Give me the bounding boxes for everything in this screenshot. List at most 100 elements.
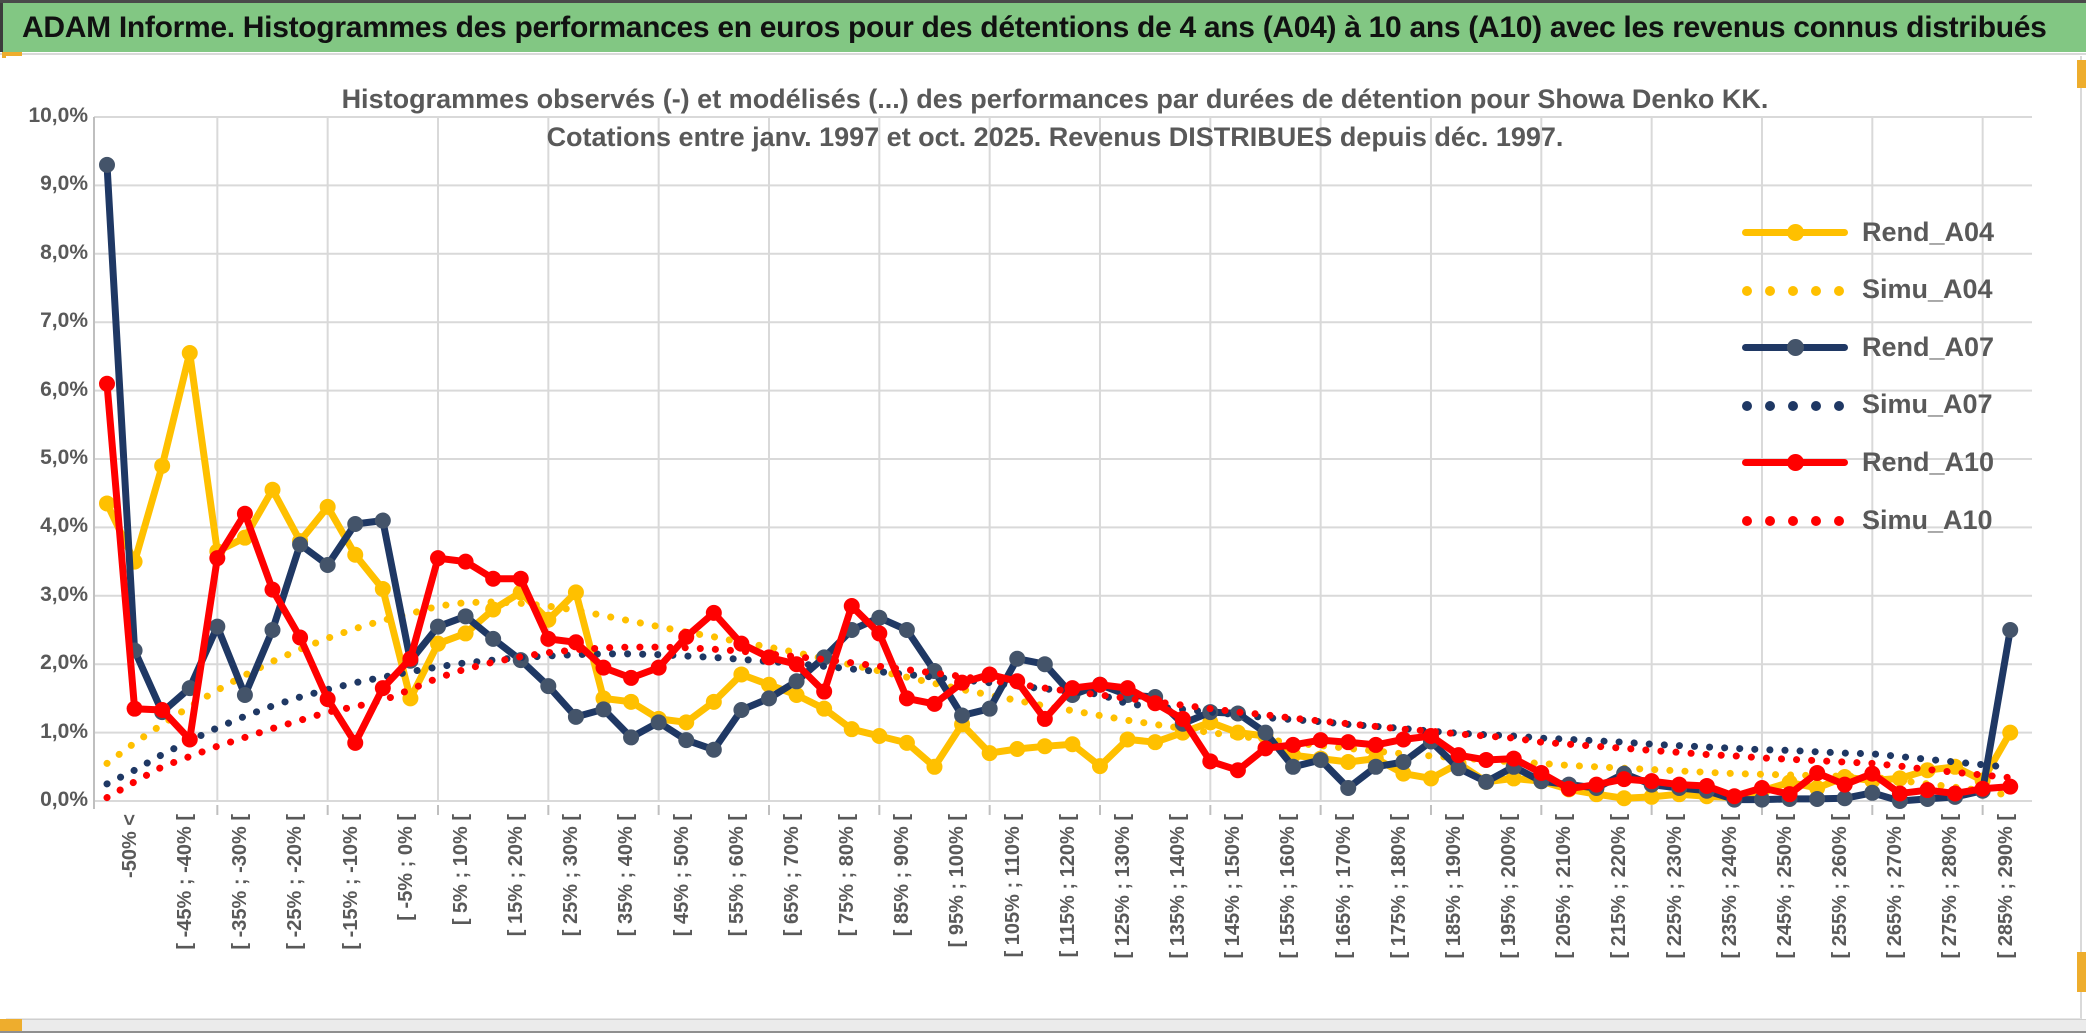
x-tick-label-30: [ 95% ; 100% [ xyxy=(946,814,969,948)
bottom-scrollbar-strip[interactable] xyxy=(0,1019,2086,1032)
x-tick-label-16: [ 25% ; 30% [ xyxy=(560,814,583,937)
marker-rend_a04-19 xyxy=(623,693,640,710)
gold-accent-dash xyxy=(2,52,22,58)
marker-rend_a10-16 xyxy=(540,630,557,647)
marker-rend_a10-12 xyxy=(429,550,446,567)
series-simu_a07[interactable] xyxy=(103,650,2014,788)
chart-title-line2: Cotations entre janv. 1997 et oct. 2025.… xyxy=(546,122,1564,152)
y-tick-label-4,0%: 4,0% xyxy=(40,514,88,538)
marker-rend_a04-30 xyxy=(926,758,943,775)
legend-solid-line-icon xyxy=(1742,337,1848,357)
y-tick-label-9,0%: 9,0% xyxy=(40,172,88,196)
x-tick-label-20: [ 45% ; 50% [ xyxy=(670,814,693,937)
legend-dotted-line-icon xyxy=(1742,280,1848,300)
marker-rend_a04-48 xyxy=(1422,770,1439,787)
marker-rend_a07-42 xyxy=(1257,724,1274,741)
marker-rend_a07-21 xyxy=(678,732,695,749)
marker-rend_a07-50 xyxy=(1478,773,1495,790)
x-tick-label-50: [ 195% ; 200% [ xyxy=(1498,814,1521,959)
legend-label-simu_a04: Simu_A04 xyxy=(1862,274,1993,305)
marker-rend_a07-69 xyxy=(2002,622,2019,638)
marker-rend_a10-2 xyxy=(154,702,171,719)
marker-rend_a10-58 xyxy=(1698,777,1715,794)
marker-rend_a10-6 xyxy=(264,581,281,598)
marker-rend_a10-42 xyxy=(1257,740,1274,757)
series-simu_a10[interactable] xyxy=(103,643,2014,802)
x-tick-label-58: [ 235% ; 240% [ xyxy=(1718,814,1741,959)
chart-area[interactable] xyxy=(6,56,2082,1019)
marker-rend_a10-22 xyxy=(705,604,722,621)
marker-rend_a04-66 xyxy=(1919,762,1936,779)
series-rend_a10[interactable] xyxy=(99,375,2019,805)
legend-item-rend_a04[interactable]: Rend_A04 xyxy=(1742,208,1994,256)
marker-rend_a10-11 xyxy=(402,650,419,667)
marker-rend_a07-12 xyxy=(429,618,446,635)
x-tick-label-18: [ 35% ; 40% [ xyxy=(615,814,638,937)
marker-rend_a04-21 xyxy=(678,714,695,731)
marker-rend_a10-5 xyxy=(236,505,253,522)
banner-left-border xyxy=(0,3,3,52)
marker-rend_a07-47 xyxy=(1395,754,1412,771)
marker-rend_a10-34 xyxy=(1036,710,1053,727)
marker-rend_a10-10 xyxy=(374,680,391,697)
marker-rend_a07-10 xyxy=(374,512,391,529)
marker-rend_a07-62 xyxy=(1809,790,1826,807)
marker-rend_a10-19 xyxy=(623,669,640,686)
x-tick-label-60: [ 245% ; 250% [ xyxy=(1773,814,1796,959)
marker-rend_a04-10 xyxy=(374,580,391,597)
marker-rend_a04-26 xyxy=(816,700,833,717)
marker-rend_a07-60 xyxy=(1753,791,1770,808)
x-tick-label-44: [ 165% ; 170% [ xyxy=(1332,814,1355,959)
marker-rend_a07-14 xyxy=(485,630,502,647)
marker-rend_a04-36 xyxy=(1091,758,1108,775)
marker-rend_a10-26 xyxy=(816,683,833,700)
y-tick-label-8,0%: 8,0% xyxy=(40,240,88,264)
marker-rend_a04-9 xyxy=(347,546,364,563)
x-tick-label-10: [ -5% ; 0% [ xyxy=(394,814,417,921)
marker-rend_a10-27 xyxy=(843,598,860,615)
legend-item-rend_a10[interactable]: Rend_A10 xyxy=(1742,438,1994,486)
marker-rend_a04-56 xyxy=(1643,788,1660,805)
x-tick-label-46: [ 175% ; 180% [ xyxy=(1387,814,1410,959)
legend-item-rend_a07[interactable]: Rend_A07 xyxy=(1742,323,1994,371)
marker-rend_a04-34 xyxy=(1036,738,1053,755)
marker-rend_a10-43 xyxy=(1285,736,1302,753)
x-tick-label-26: [ 75% ; 80% [ xyxy=(836,814,859,937)
legend-label-simu_a07: Simu_A07 xyxy=(1862,389,1993,420)
marker-rend_a04-24 xyxy=(760,676,777,693)
legend-item-simu_a10[interactable]: Simu_A10 xyxy=(1742,496,1993,544)
marker-rend_a07-31 xyxy=(954,707,971,724)
marker-rend_a04-38 xyxy=(1147,734,1164,751)
x-tick-label-48: [ 185% ; 190% [ xyxy=(1442,814,1465,959)
marker-rend_a10-30 xyxy=(926,695,943,712)
marker-rend_a07-8 xyxy=(319,557,336,574)
marker-rend_a10-0 xyxy=(99,375,115,392)
marker-rend_a10-4 xyxy=(209,550,226,567)
legend-label-rend_a07: Rend_A07 xyxy=(1862,331,1995,362)
marker-rend_a04-69 xyxy=(2002,724,2019,741)
marker-rend_a10-37 xyxy=(1119,680,1136,697)
x-tick-label-2: [ -45% ; -40% [ xyxy=(174,814,197,950)
series-rend_a04[interactable] xyxy=(99,344,2019,807)
legend-item-simu_a04[interactable]: Simu_A04 xyxy=(1742,266,1993,314)
marker-rend_a10-50 xyxy=(1478,751,1495,768)
marker-rend_a10-65 xyxy=(1891,785,1908,802)
marker-rend_a10-15 xyxy=(512,570,529,587)
marker-rend_a04-23 xyxy=(733,666,750,683)
marker-rend_a10-40 xyxy=(1202,753,1219,770)
window-bottom-border xyxy=(0,1031,2086,1033)
x-tick-label-52: [ 205% ; 210% [ xyxy=(1553,814,1576,959)
x-tick-label-68: [ 285% ; 290% [ xyxy=(1994,814,2017,959)
marker-rend_a10-54 xyxy=(1588,776,1605,793)
marker-rend_a10-8 xyxy=(319,691,336,708)
x-tick-label-64: [ 265% ; 270% [ xyxy=(1884,814,1907,959)
y-tick-label-1,0%: 1,0% xyxy=(40,719,88,743)
marker-rend_a10-36 xyxy=(1091,676,1108,693)
legend-item-simu_a07[interactable]: Simu_A07 xyxy=(1742,381,1993,429)
marker-rend_a10-1 xyxy=(126,700,143,717)
marker-rend_a07-23 xyxy=(733,702,750,719)
marker-rend_a07-18 xyxy=(595,701,612,718)
x-tick-label-32: [ 105% ; 110% [ xyxy=(1001,814,1024,958)
marker-rend_a10-31 xyxy=(954,674,971,691)
marker-rend_a07-29 xyxy=(898,622,915,638)
